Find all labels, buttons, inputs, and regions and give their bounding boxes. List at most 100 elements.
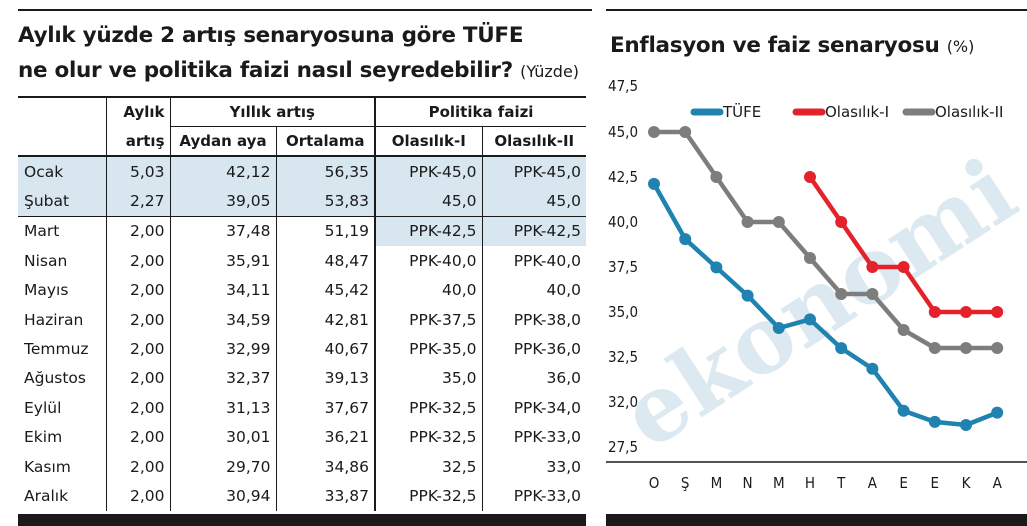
cell-policy-2: PPK-45,0 [481,156,587,187]
cell-policy-1: PPK-45,0 [374,156,483,187]
chart-title: Enflasyon ve faiz senaryosu (%) [610,30,974,62]
x-tick-label: E [931,474,940,492]
cell-policy-2: PPK-40,0 [481,246,587,276]
cell-policy-1: 45,0 [374,186,483,217]
series-olasilik-1-point [960,306,972,318]
series-tufe-point [960,419,972,431]
header-policy-group: Politika faizi [374,96,587,127]
series-tufe-point [679,233,692,246]
series-olasilik-1-point [928,306,941,318]
y-tick-label: 47,5 [608,77,638,95]
chart-panel: Enflasyon ve faiz senaryosu (%) ekonomi 2… [606,0,1027,526]
table-header-row-1: Aylık Yıllık artış Politika faizi [18,96,587,127]
x-tick-label: K [962,474,972,492]
cell-policy-2: PPK-34,0 [481,393,587,423]
table-row: Eylül 2,00 31,13 37,67 PPK-32,5 PPK-34,0 [18,393,587,423]
cell-annual-avg: 48,47 [275,246,376,276]
table-row: Temmuz 2,00 32,99 40,67 PPK-35,0 PPK-36,0 [18,334,587,364]
table-title-line1: Aylık yüzde 2 artış senaryosuna göre TÜF… [18,23,524,48]
y-tick-label: 35,0 [608,303,638,321]
cell-annual-mom: 34,11 [169,275,276,305]
table-row: Haziran 2,00 34,59 42,81 PPK-37,5 PPK-38,0 [18,304,587,335]
series-olasilik-2-point [710,171,723,183]
cell-annual-mom: 29,70 [169,451,276,482]
series-olasilik-1-point [835,216,848,228]
table-unit: (Yüzde) [520,62,580,81]
cell-policy-1: PPK-32,5 [374,481,483,511]
series-tufe-point [928,415,941,428]
cell-annual-mom: 32,99 [169,334,276,364]
cell-monthly: 5,03 [105,156,170,187]
cell-policy-1: PPK-32,5 [374,422,483,452]
series-tufe-point [991,406,1004,419]
cell-month: Ağustos [24,369,86,388]
table-panel: Aylık yüzde 2 artış senaryosuna göre TÜF… [18,9,592,526]
cell-monthly: 2,00 [105,334,170,364]
table-row: Ocak 5,03 42,12 56,35 PPK-45,0 PPK-45,0 [18,156,587,187]
table-row: Nisan 2,00 35,91 48,47 PPK-40,0 PPK-40,0 [18,246,587,276]
cell-month: Kasım [24,457,71,476]
series-olasilik-2-point [835,288,848,300]
cell-policy-2: PPK-42,5 [481,215,587,247]
cell-annual-mom: 39,05 [169,186,276,217]
x-tick-label: O [649,474,660,492]
legend-label-olasilik-1: Olasılık-I [825,103,889,121]
series-tufe-point [710,261,723,274]
header-monthly-top: Aylık [105,96,170,127]
y-tick-label: 32,5 [608,348,638,366]
cell-annual-mom: 37,48 [169,215,276,247]
table-title-line2: ne olur ve politika faizi nasıl seyredeb… [18,55,579,87]
y-tick-label: 45,0 [608,123,638,141]
cell-monthly: 2,00 [105,246,170,276]
x-tick-label: A [868,474,878,492]
cell-month: Mayıs [24,281,69,300]
x-tick-label: M [773,474,785,492]
legend-label-tufe: TÜFE [722,102,761,121]
cell-annual-avg: 36,21 [275,422,376,452]
table-row: Mart 2,00 37,48 51,19 PPK-42,5 PPK-42,5 [18,215,587,247]
cell-policy-2: 40,0 [481,275,587,305]
cell-annual-mom: 30,01 [169,422,276,452]
x-tick-label: Ş [681,474,690,492]
cell-monthly: 2,00 [105,363,170,394]
cell-policy-2: 36,0 [481,363,587,394]
header-col-p2: Olasılık-II [481,126,587,157]
series-olasilik-2-point [648,126,660,138]
series-tufe-point [648,177,660,190]
cell-monthly: 2,00 [105,422,170,452]
cell-policy-1: PPK-42,5 [374,215,483,247]
table-title-line2-text: ne olur ve politika faizi nasıl seyredeb… [18,58,513,83]
cell-annual-avg: 34,86 [275,451,376,482]
cell-policy-1: PPK-35,0 [374,334,483,364]
bottom-bar [18,514,586,526]
cell-monthly: 2,27 [105,186,170,217]
table-row: Ağustos 2,00 32,37 39,13 35,0 36,0 [18,363,587,394]
cell-month: Haziran [24,310,84,329]
series-olasilik-2-point [866,288,879,300]
scenario-table: Aylık Yıllık artış Politika faizi artış … [18,96,587,511]
series-olasilik-1-point [804,171,816,183]
cell-annual-mom: 31,13 [169,393,276,423]
x-tick-label: M [711,474,723,492]
cell-annual-mom: 32,37 [169,363,276,394]
series-olasilik-2-point [960,342,972,354]
header-empty [18,96,106,127]
cell-annual-mom: 34,59 [169,304,276,335]
x-tick-label: E [899,474,908,492]
cell-annual-avg: 51,19 [275,215,376,247]
cell-annual-avg: 56,35 [275,156,376,187]
cell-annual-avg: 33,87 [275,481,376,511]
cell-month: Ocak [18,156,106,187]
cell-annual-avg: 53,83 [275,186,376,217]
legend-label-olasilik-2: Olasılık-II [935,103,1003,121]
cell-month: Temmuz [24,340,89,359]
cell-annual-mom: 42,12 [169,156,276,187]
cell-policy-1: PPK-37,5 [374,304,483,335]
series-tufe-point [866,362,879,375]
cell-policy-1: 40,0 [374,275,483,305]
series-tufe-point [741,289,754,302]
series-olasilik-1-point [866,261,879,273]
cell-policy-2: PPK-33,0 [481,422,587,452]
cell-month: Şubat [18,186,106,217]
cell-annual-avg: 37,67 [275,393,376,423]
